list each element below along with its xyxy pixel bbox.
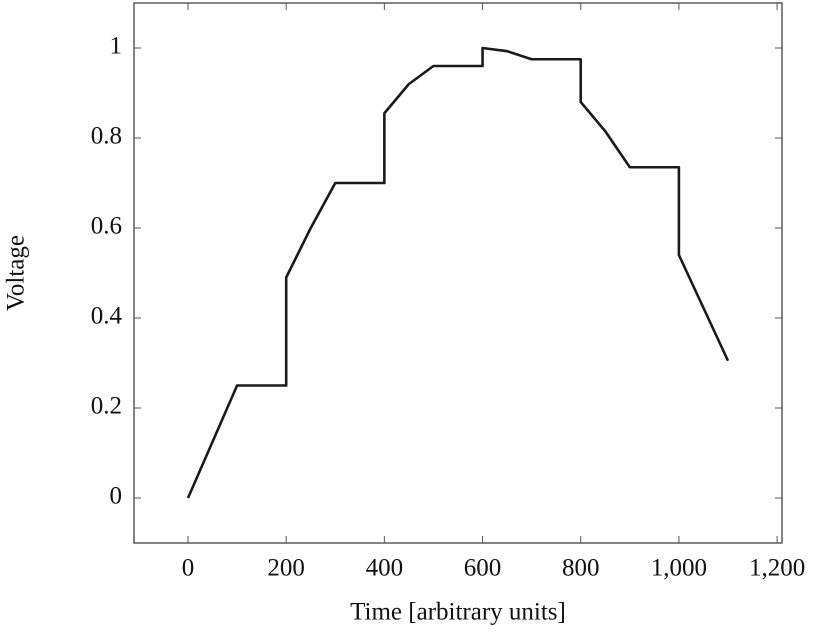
x-tick-label: 600 bbox=[464, 555, 502, 582]
y-tick-label: 0 bbox=[110, 483, 123, 510]
x-tick-label: 400 bbox=[366, 555, 404, 582]
x-tick-label: 200 bbox=[267, 555, 305, 582]
x-tick-label: 0 bbox=[182, 555, 195, 582]
x-tick-label: 1,200 bbox=[749, 555, 805, 582]
y-tick-label: 0.6 bbox=[91, 213, 122, 240]
y-tick-label: 0.4 bbox=[91, 303, 123, 330]
plot-frame bbox=[133, 2, 783, 544]
data-line bbox=[186, 46, 730, 499]
y-tick-label: 0.8 bbox=[91, 123, 122, 150]
x-axis-label: Time [arbitrary units] bbox=[350, 599, 566, 626]
y-axis-label: Voltage bbox=[3, 235, 30, 311]
y-tick-label: 0.2 bbox=[91, 393, 122, 420]
y-tick-label: 1 bbox=[110, 33, 123, 60]
x-tick-label: 800 bbox=[562, 555, 600, 582]
x-tick-label: 1,000 bbox=[651, 555, 707, 582]
